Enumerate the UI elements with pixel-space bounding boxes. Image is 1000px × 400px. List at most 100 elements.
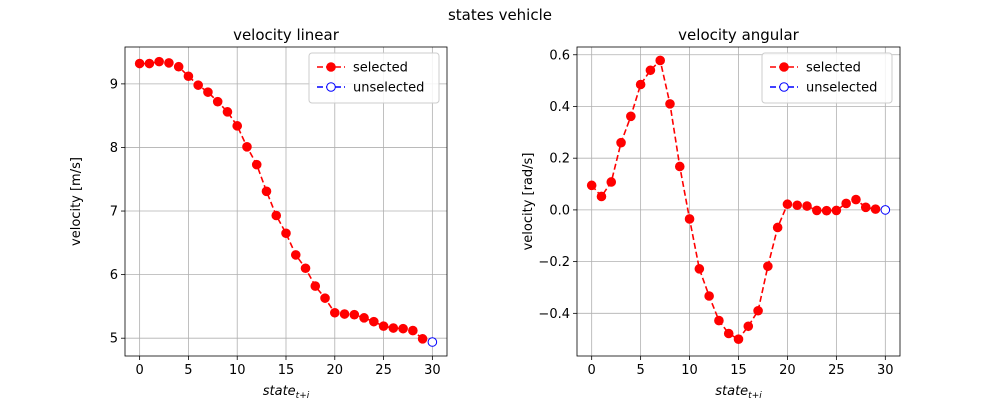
y-tick-label: −0.2 <box>538 255 570 270</box>
y-tick-label: 0.4 <box>549 100 570 115</box>
data-point-selected <box>831 205 842 216</box>
x-tick-label: 20 <box>327 363 344 378</box>
x-axis-label-subscript: t+i <box>296 391 310 400</box>
data-point-selected <box>222 107 233 117</box>
x-tick-label: 5 <box>184 363 192 378</box>
legend-box <box>308 52 440 104</box>
data-point-selected <box>398 323 408 334</box>
data-point-selected <box>212 96 223 107</box>
legend-label-selected: selected <box>806 61 861 76</box>
data-point-selected <box>310 281 321 291</box>
x-tick-label: 10 <box>229 363 246 378</box>
axes-title: velocity angular <box>678 26 799 44</box>
data-point-selected <box>134 58 145 69</box>
x-tick-label: 30 <box>877 363 894 378</box>
axes-velocity-linear: 0 5 10 15 20 25 30 5 6 7 8 9 velocity linear statet+i… <box>69 26 448 400</box>
data-point-selected <box>320 293 330 303</box>
data-point-selected <box>626 111 636 122</box>
data-point-selected <box>349 309 360 320</box>
data-point-selected <box>164 58 174 68</box>
y-tick-label: 5 <box>110 332 118 347</box>
y-tick-label: 8 <box>110 141 118 156</box>
data-point-selected <box>329 307 340 318</box>
legend-label-selected: selected <box>353 61 408 76</box>
data-point-selected <box>300 263 311 274</box>
y-tick-label: 9 <box>110 77 118 92</box>
data-point-selected <box>417 334 428 344</box>
x-tick-label: 25 <box>828 363 845 378</box>
y-axis-label: velocity [rad/s] <box>521 153 536 251</box>
data-point-selected <box>870 204 881 214</box>
data-point-selected <box>290 250 301 260</box>
y-tick-label: 0.2 <box>549 152 570 167</box>
axes-frame <box>124 46 448 357</box>
data-point-selected <box>232 121 243 131</box>
data-point-selected <box>763 261 773 272</box>
x-tick-label: 20 <box>779 363 796 378</box>
data-point-selected <box>388 323 399 333</box>
x-tick-label: 30 <box>424 363 441 378</box>
x-axis-label-main: state <box>263 384 296 399</box>
data-point-selected <box>860 202 871 213</box>
data-point-selected <box>635 79 646 90</box>
data-point-selected <box>261 186 272 197</box>
data-point-selected <box>203 87 213 97</box>
data-point-selected <box>606 177 617 187</box>
data-point-selected <box>251 159 262 170</box>
x-axis-label-main: state <box>715 384 748 399</box>
legend-label-unselected: unselected <box>806 81 877 96</box>
data-point-selected <box>802 201 812 211</box>
data-point-selected <box>183 71 194 82</box>
data-point-selected <box>665 99 675 109</box>
data-point-unselected <box>427 337 438 347</box>
data-point-selected <box>144 58 155 69</box>
axes-velocity-angular: 0 5 10 15 20 25 30 −0.4 −0.2 0.0 0.2 0.4 0.6 velocity… <box>521 26 901 400</box>
data-point-selected <box>723 328 734 339</box>
legend-box <box>761 52 893 104</box>
data-point-selected <box>193 80 203 90</box>
data-point-selected <box>714 315 724 326</box>
data-point-selected <box>616 137 626 148</box>
x-axis-label: statet+i <box>263 384 310 400</box>
data-point-selected <box>271 210 282 221</box>
data-point-selected <box>753 305 763 316</box>
data-point-selected <box>674 161 685 172</box>
data-point-selected <box>369 316 379 327</box>
data-point-selected <box>596 191 607 202</box>
data-point-selected <box>812 205 822 216</box>
y-tick-label: −0.4 <box>538 307 570 322</box>
axes-frame <box>576 46 901 357</box>
data-point-selected <box>772 222 783 233</box>
data-point-selected <box>655 55 665 66</box>
legend-marker-selected <box>779 62 789 72</box>
data-point-selected <box>645 65 656 76</box>
x-axis-label-subscript: t+i <box>748 391 762 400</box>
legend-marker-unselected <box>326 82 336 92</box>
data-point-selected <box>782 199 793 210</box>
data-point-selected <box>339 309 350 319</box>
data-point-selected <box>792 200 803 211</box>
figure-suptitle: states vehicle <box>448 6 552 24</box>
x-tick-label: 25 <box>375 363 392 378</box>
data-point-selected <box>154 56 164 67</box>
data-point-selected <box>704 291 714 301</box>
data-point-selected <box>684 214 695 224</box>
x-tick-label: 15 <box>730 363 747 378</box>
data-point-selected <box>242 142 252 152</box>
data-point-selected <box>694 264 705 274</box>
x-tick-label: 0 <box>135 363 143 378</box>
x-tick-label: 10 <box>681 363 698 378</box>
data-point-selected <box>408 325 418 336</box>
legend-marker-unselected <box>779 82 789 92</box>
x-tick-label: 5 <box>636 363 644 378</box>
x-tick-label: 0 <box>588 363 596 378</box>
data-point-unselected <box>880 205 891 215</box>
data-point-selected <box>359 313 369 323</box>
data-point-selected <box>733 334 744 344</box>
data-point-selected <box>173 61 184 72</box>
data-point-selected <box>378 321 389 331</box>
y-axis-label: velocity [m/s] <box>69 157 84 246</box>
y-tick-label: 0.0 <box>549 203 570 218</box>
